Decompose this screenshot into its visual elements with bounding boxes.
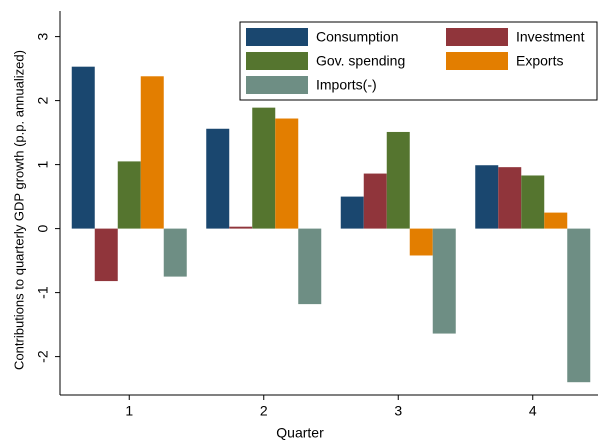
y-tick-label: 3: [35, 32, 51, 40]
legend-label: Exports: [516, 53, 563, 69]
y-axis-title: Contributions to quarterly GDP growth (p…: [11, 50, 26, 370]
y-tick-label: -2: [35, 350, 51, 363]
x-tick-label: 2: [260, 403, 268, 419]
bar: [567, 228, 591, 383]
y-tick-label: -1: [35, 286, 51, 299]
bar: [498, 167, 522, 229]
legend-label: Investment: [516, 29, 585, 45]
bar: [71, 66, 95, 229]
bar: [386, 131, 410, 229]
legend-label: Consumption: [316, 29, 399, 45]
bar: [363, 173, 387, 229]
legend-swatch: [446, 28, 508, 46]
legend-swatch: [246, 76, 308, 94]
bar: [544, 212, 568, 229]
x-tick-label: 1: [125, 403, 133, 419]
x-tick-label: 3: [394, 403, 402, 419]
bar: [275, 118, 299, 229]
bar: [163, 228, 187, 277]
y-tick-label: 2: [35, 96, 51, 104]
bar: [94, 228, 118, 282]
bar: [206, 128, 230, 229]
bar: [252, 107, 276, 229]
legend-label: Imports(-): [316, 77, 377, 93]
bar: [229, 226, 253, 229]
bar: [409, 228, 433, 256]
bar: [140, 76, 164, 229]
legend-swatch: [446, 52, 508, 70]
y-tick-label: 1: [35, 160, 51, 168]
bar: [475, 165, 499, 229]
bar: [340, 196, 364, 229]
x-axis-title: Quarter: [276, 425, 324, 441]
bar: [117, 161, 141, 229]
y-tick-label: 0: [35, 224, 51, 232]
bar: [432, 228, 456, 334]
legend-swatch: [246, 28, 308, 46]
legend-swatch: [246, 52, 308, 70]
bar: [298, 228, 322, 305]
x-tick-label: 4: [529, 403, 537, 419]
bar: [521, 175, 545, 229]
legend-label: Gov. spending: [316, 53, 405, 69]
